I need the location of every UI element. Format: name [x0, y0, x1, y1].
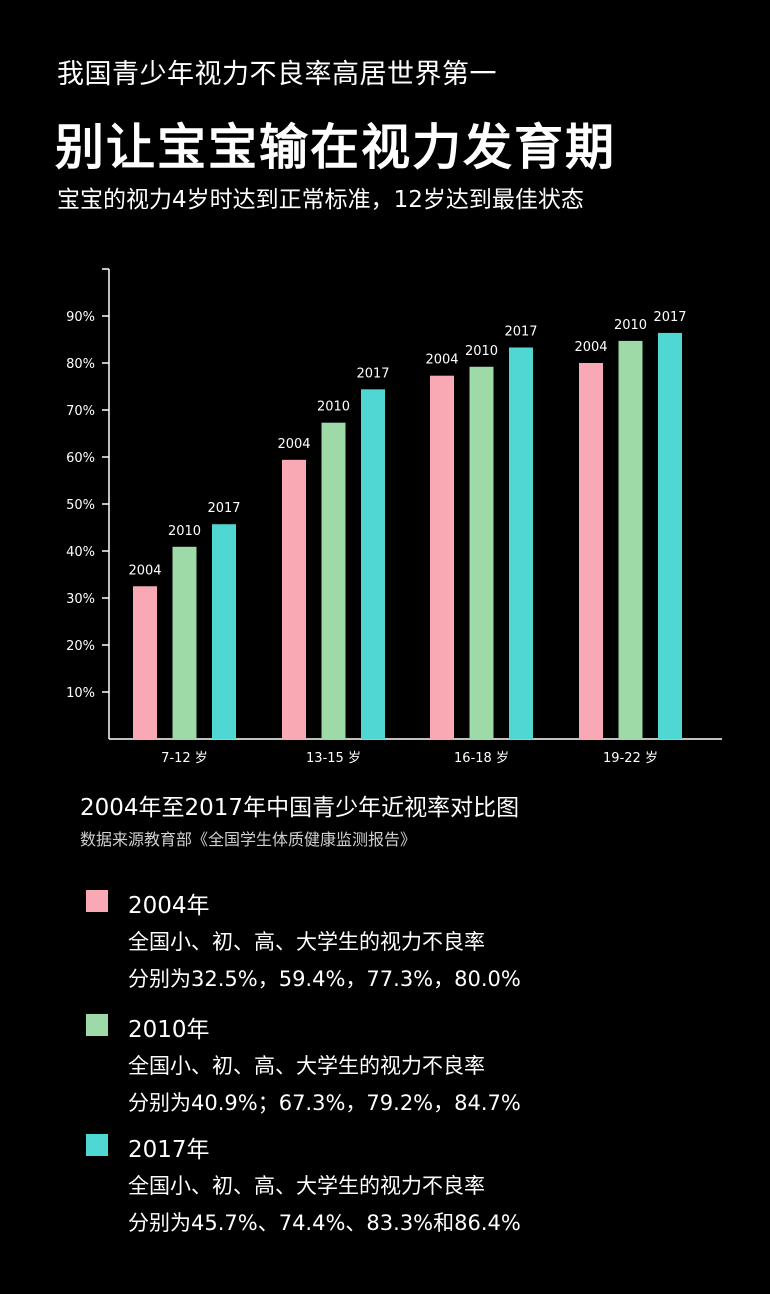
legend-year: 2004年	[128, 893, 210, 919]
legend-description: 全国小、初、高、大学生的视力不良率	[128, 930, 485, 954]
bar-2010	[321, 422, 346, 739]
bar-2017	[361, 389, 385, 739]
bar-label: 2017	[356, 366, 389, 381]
y-tick-label: 60%	[66, 451, 95, 466]
legend-swatch	[86, 1014, 108, 1036]
bar-label: 2010	[614, 318, 647, 333]
bar-label: 2004	[128, 563, 161, 578]
bar-2017	[509, 347, 533, 739]
bar-2004	[579, 363, 603, 739]
bar-2004	[282, 459, 306, 739]
y-tick-label: 20%	[66, 639, 95, 654]
bar-2004	[133, 586, 157, 739]
legend-description: 全国小、初、高、大学生的视力不良率	[128, 1054, 485, 1078]
page-description: 宝宝的视力4岁时达到正常标准，12岁达到最佳状态	[57, 187, 584, 213]
x-tick-label: 7-12 岁	[161, 751, 208, 766]
bar-label: 2004	[425, 353, 458, 368]
chart-title: 2004年至2017年中国青少年近视率对比图	[80, 795, 520, 821]
legend-description: 全国小、初、高、大学生的视力不良率	[128, 1174, 485, 1198]
y-tick-label: 30%	[66, 592, 95, 607]
legend-swatch	[86, 890, 108, 912]
bar-2010	[172, 546, 197, 739]
bar-label: 2004	[574, 340, 607, 355]
legend-values: 分别为45.7%、74.4%、83.3%和86.4%	[128, 1211, 521, 1235]
legend-year: 2017年	[128, 1137, 210, 1163]
bar-label: 2017	[504, 324, 537, 339]
bar-2010	[469, 366, 494, 739]
bar-label: 2010	[317, 400, 350, 415]
y-tick-label: 80%	[66, 357, 95, 372]
y-tick-label: 90%	[66, 310, 95, 325]
legend-values: 分别为40.9%；67.3%，79.2%，84.7%	[128, 1091, 521, 1115]
legend-swatch	[86, 1134, 108, 1156]
bar-2017	[658, 332, 682, 739]
y-tick-label: 70%	[66, 404, 95, 419]
bar-2017	[212, 524, 236, 739]
bar-label: 2010	[465, 344, 498, 359]
x-tick-label: 16-18 岁	[454, 751, 509, 766]
legend-year: 2010年	[128, 1017, 210, 1043]
bar-label: 2017	[207, 501, 240, 516]
chart-source: 数据来源教育部《全国学生体质健康监测报告》	[80, 830, 417, 849]
bar-label: 2004	[277, 437, 310, 452]
x-tick-label: 13-15 岁	[306, 751, 361, 766]
x-tick-label: 19-22 岁	[603, 751, 658, 766]
legend-values: 分别为32.5%，59.4%，77.3%，80.0%	[128, 967, 521, 991]
y-tick-label: 40%	[66, 545, 95, 560]
y-tick-label: 50%	[66, 498, 95, 513]
bar-label: 2010	[168, 524, 201, 539]
bar-chart: 10% 20% 30% 40% 50% 60% 70% 80% 90% 2004 2010 2017 7…	[66, 268, 722, 766]
y-tick-label: 10%	[66, 686, 95, 701]
page-title: 别让宝宝输在视力发育期	[55, 119, 617, 176]
bar-2010	[618, 340, 643, 739]
page-subtitle: 我国青少年视力不良率高居世界第一	[57, 59, 497, 90]
bar-2004	[430, 375, 454, 739]
bar-label: 2017	[653, 310, 686, 325]
